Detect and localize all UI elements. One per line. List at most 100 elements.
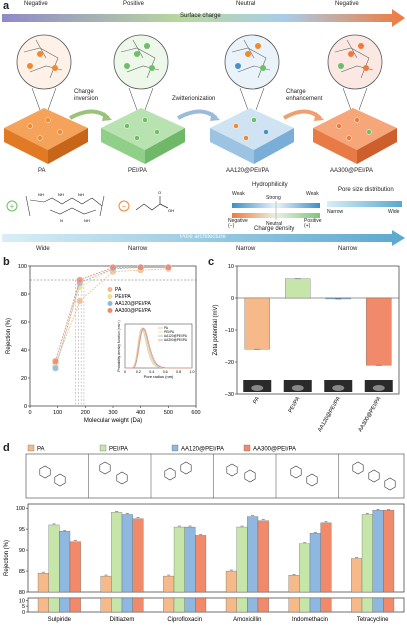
y-tick-label: 100 <box>18 264 27 270</box>
charge-axis-right: Positive (+) <box>304 218 322 229</box>
legend-swatch <box>171 444 179 452</box>
inset-legend-label: PA <box>164 326 169 330</box>
bar <box>247 516 259 593</box>
inset-x-tick: 0.4 <box>149 370 154 374</box>
arrow-charge-enhancement <box>282 109 322 120</box>
bar-lower <box>184 597 196 613</box>
charge-axis-mid: Neutral <box>266 221 283 227</box>
inset-x-tick: 1.0 <box>190 370 195 374</box>
molecule-ring <box>352 461 364 475</box>
zoom-circle-pei <box>113 34 169 90</box>
bar <box>383 510 395 593</box>
pore-axis-right: Wide <box>388 209 400 215</box>
molecule-ring <box>306 473 318 487</box>
data-point <box>52 357 59 365</box>
x-tick-label: 400 <box>136 410 145 416</box>
y-tick-label: −10 <box>225 328 234 334</box>
y-tick-label: 100 <box>16 506 25 512</box>
membrane-label-pa: PA <box>38 168 46 174</box>
x-tick-label: 200 <box>81 410 90 416</box>
bar <box>288 575 300 593</box>
charge-density-title: Charge density <box>254 226 295 232</box>
bar <box>173 526 185 593</box>
y-tick-label: 85 <box>19 569 25 575</box>
y-tick-label: 5 <box>22 604 25 610</box>
bar-lower <box>236 597 248 613</box>
droplet <box>291 385 304 391</box>
y-tick-label: 0 <box>231 296 234 302</box>
bar-lower <box>247 597 259 613</box>
bar <box>299 543 311 593</box>
charge-axis-left: Negative (−) <box>228 218 248 229</box>
inset-x-tick: 0.2 <box>136 370 141 374</box>
svg-text:−: − <box>122 202 127 211</box>
inset-legend-label: AA300@PEI/PA <box>164 338 188 342</box>
bar <box>37 572 49 593</box>
svg-text:NH: NH <box>58 192 64 197</box>
plot-frame-upper <box>27 503 405 593</box>
bar-lower <box>173 597 185 613</box>
panel-a-label: a <box>3 0 10 12</box>
legend-swatch <box>99 444 107 452</box>
charge-top-0: Negative <box>24 1 48 7</box>
panel-b-label: b <box>3 256 10 268</box>
charge-top-2: Neutral <box>236 1 256 7</box>
legend-label: AA300@PEI/PA <box>115 308 152 314</box>
plot-frame-lower <box>27 597 405 613</box>
category-label: Indomethacin <box>292 617 328 623</box>
svg-text:NH: NH <box>38 192 44 197</box>
category-label: Diltiazem <box>110 617 135 623</box>
bar <box>244 297 270 350</box>
svg-text:+: + <box>10 202 15 211</box>
hydro-level-2: Weak <box>306 191 319 197</box>
pore-bottom-2: Narrow <box>236 246 256 252</box>
pei-structure-icon: + NH NH NH N NH <box>6 192 105 223</box>
data-point <box>76 276 84 284</box>
category-label: PA <box>252 396 261 405</box>
hydro-level-1: Strong <box>266 195 281 201</box>
arrow-charge-inversion <box>69 109 110 120</box>
membrane-label-aa120: AA120@PEI/PA <box>226 168 270 174</box>
droplet <box>332 385 345 391</box>
pore-size-bar <box>327 201 402 207</box>
step-zwitterionization: Zwitterionization <box>172 96 216 102</box>
inset-x-tick: 0.6 <box>163 370 168 374</box>
y-axis-label: Rejection (%) <box>6 318 12 354</box>
inset-x-tick: 0 <box>124 370 126 374</box>
membrane-label-aa300: AA300@PEI/PA <box>330 168 374 174</box>
step-charge-enhancement: Charge enhancement <box>286 89 323 102</box>
molecule-ring <box>244 469 256 483</box>
bar-lower <box>100 597 112 613</box>
bar-lower <box>351 597 363 613</box>
x-tick-label: 100 <box>53 410 62 416</box>
membrane-aa120 <box>210 108 294 164</box>
bar-lower <box>288 597 300 613</box>
svg-text:NH: NH <box>84 218 90 223</box>
bar <box>69 541 81 593</box>
legend-label: PA <box>115 287 122 293</box>
y-tick-label: 0 <box>22 610 25 616</box>
droplet <box>251 385 264 391</box>
bar <box>132 518 144 593</box>
charge-top-1: Positive <box>123 1 145 7</box>
legend-marker <box>107 308 113 313</box>
hydro-level-0: Weak <box>232 191 245 197</box>
molecule-ring <box>116 471 128 485</box>
bar-lower <box>383 597 395 613</box>
step-charge-inversion: Charge inversion <box>74 89 99 102</box>
hydrophilicity-title: Hydrophilicity <box>252 182 288 188</box>
molecule-ring <box>368 469 380 483</box>
molecule-ring <box>226 463 238 477</box>
y-tick-label: 20 <box>21 376 27 382</box>
svg-text:OH: OH <box>168 208 174 213</box>
inset-x-tick: 0.8 <box>176 370 181 374</box>
x-tick-label: 300 <box>108 410 117 416</box>
membrane-label-pei: PEI/PA <box>128 168 147 174</box>
bar <box>121 514 133 593</box>
legend-swatch <box>27 444 35 452</box>
bar <box>320 522 332 593</box>
bar-lower <box>69 597 81 613</box>
bar-lower <box>163 597 175 613</box>
molecule-ring <box>290 465 302 479</box>
data-point <box>164 264 172 271</box>
